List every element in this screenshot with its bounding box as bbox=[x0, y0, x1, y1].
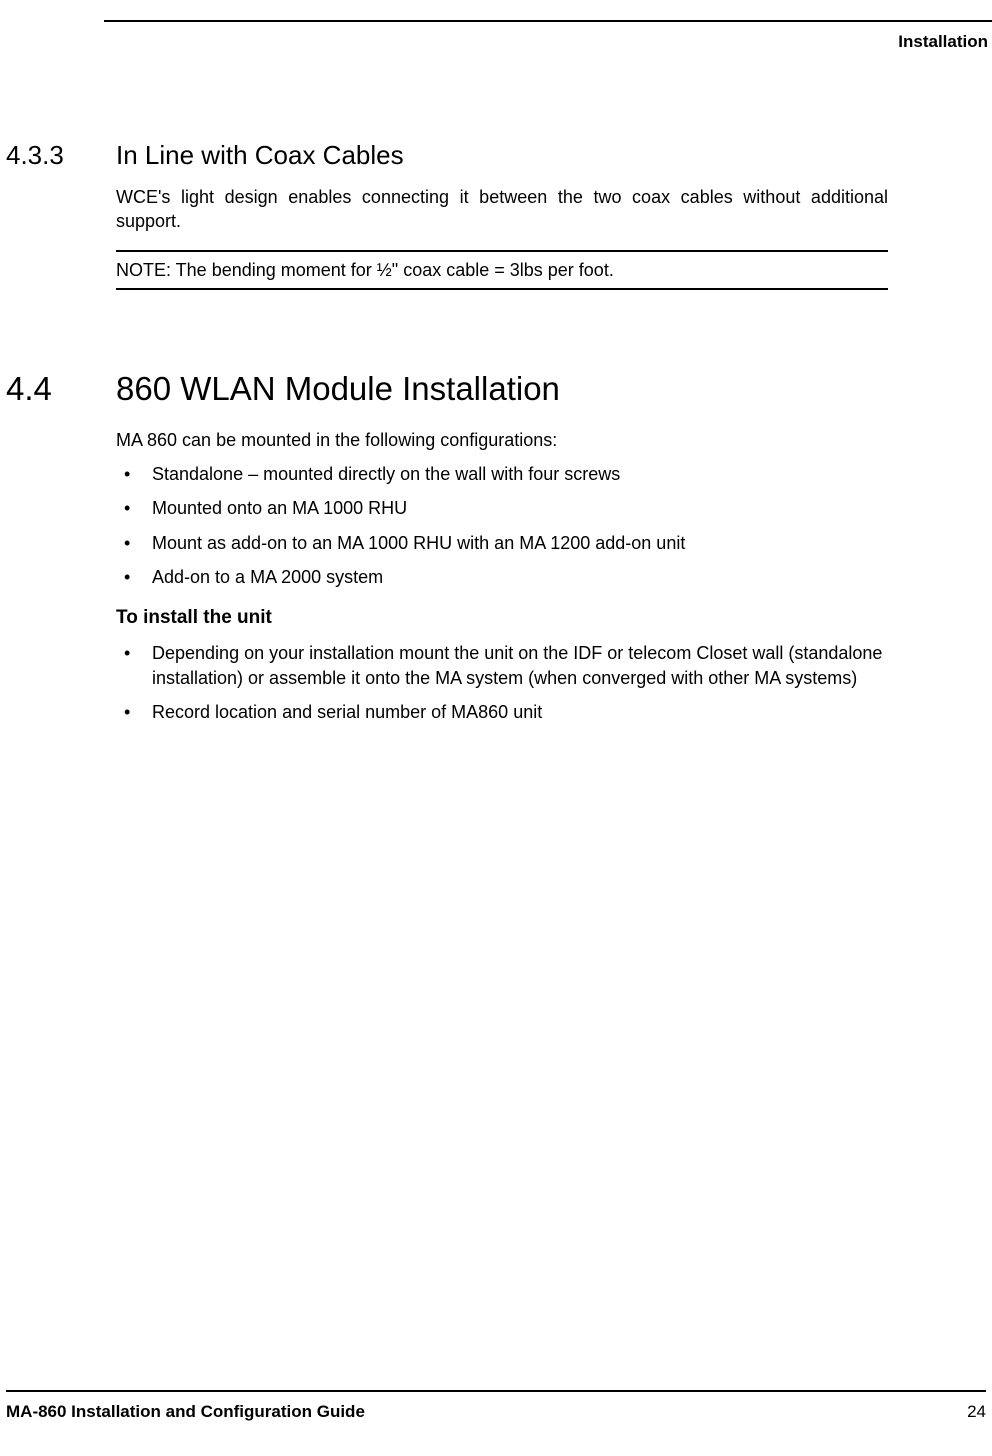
list-item: Add-on to a MA 2000 system bbox=[116, 565, 888, 589]
section-intro: MA 860 can be mounted in the following c… bbox=[116, 428, 888, 452]
section-body: WCE's light design enables connecting it… bbox=[116, 185, 888, 290]
list-item: Record location and serial number of MA8… bbox=[116, 700, 888, 724]
section-body: MA 860 can be mounted in the following c… bbox=[116, 428, 888, 724]
install-heading: To install the unit bbox=[116, 607, 888, 629]
section-4-3-3: 4.3.3 In Line with Coax Cables WCE's lig… bbox=[6, 140, 888, 290]
section-4-4: 4.4 860 WLAN Module Installation MA 860 … bbox=[6, 370, 888, 724]
section-heading-row: 4.3.3 In Line with Coax Cables bbox=[6, 140, 888, 171]
list-item: Mounted onto an MA 1000 RHU bbox=[116, 496, 888, 520]
section-number: 4.4 bbox=[6, 370, 116, 408]
config-list: Standalone – mounted directly on the wal… bbox=[116, 462, 888, 589]
footer-rule bbox=[6, 1390, 986, 1392]
list-item: Depending on your installation mount the… bbox=[116, 641, 888, 690]
header-chapter-title: Installation bbox=[898, 32, 988, 52]
footer-guide-title: MA-860 Installation and Configuration Gu… bbox=[6, 1402, 365, 1422]
page-content: 4.3.3 In Line with Coax Cables WCE's lig… bbox=[0, 140, 992, 742]
section-title: 860 WLAN Module Installation bbox=[116, 370, 560, 408]
list-item: Mount as add-on to an MA 1000 RHU with a… bbox=[116, 531, 888, 555]
list-item: Standalone – mounted directly on the wal… bbox=[116, 462, 888, 486]
header-rule bbox=[104, 20, 992, 22]
section-number: 4.3.3 bbox=[6, 140, 116, 171]
section-title: In Line with Coax Cables bbox=[116, 140, 404, 171]
section-paragraph: WCE's light design enables connecting it… bbox=[116, 185, 888, 234]
section-heading-row: 4.4 860 WLAN Module Installation bbox=[6, 370, 888, 408]
install-list: Depending on your installation mount the… bbox=[116, 641, 888, 724]
page-container: Installation 4.3.3 In Line with Coax Cab… bbox=[0, 0, 992, 1456]
note-box: NOTE: The bending moment for ½" coax cab… bbox=[116, 250, 888, 290]
footer-page-number: 24 bbox=[967, 1402, 986, 1422]
